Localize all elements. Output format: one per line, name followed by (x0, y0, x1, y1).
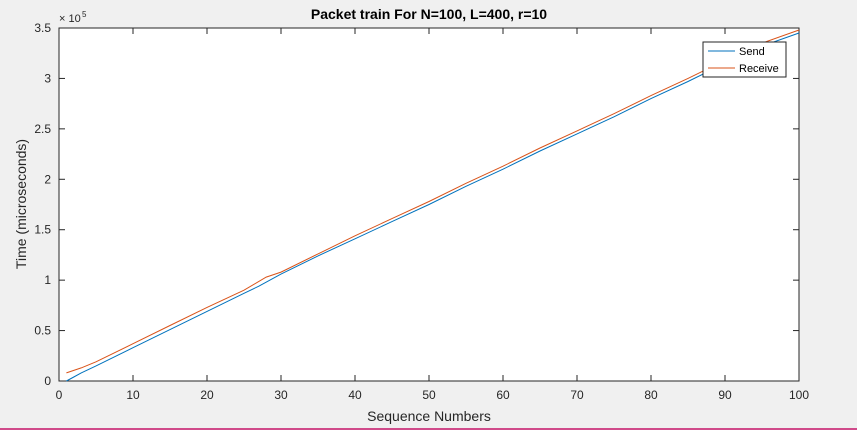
x-tick-label: 100 (789, 388, 809, 402)
x-axis-label: Sequence Numbers (367, 408, 491, 424)
legend-send-label: Send (739, 46, 765, 58)
legend-receive-label: Receive (739, 63, 779, 75)
x-tick-label: 30 (274, 388, 288, 402)
x-axis: 0 10 20 30 40 50 60 70 80 90 100 (56, 28, 809, 402)
x-tick-label: 70 (570, 388, 584, 402)
y-exponent: × 10 5 (59, 10, 87, 25)
y-tick-label: 1 (44, 273, 51, 287)
x-tick-label: 20 (200, 388, 214, 402)
window-bottom-border (0, 428, 857, 430)
x-tick-label: 80 (644, 388, 658, 402)
y-tick-label: 0 (44, 374, 51, 388)
series-line-receive (66, 29, 800, 374)
y-tick-label: 1.5 (34, 223, 51, 237)
y-tick-label: 3 (44, 71, 51, 85)
x-tick-label: 90 (718, 388, 732, 402)
y-tick-label: 2 (44, 172, 51, 186)
x-tick-label: 50 (422, 388, 436, 402)
y-axis: 0 0.5 1 1.5 2 2.5 3 3.5 (34, 21, 799, 388)
x-tick-label: 40 (348, 388, 362, 402)
legend: Send Receive (702, 41, 787, 78)
y-tick-label: 0.5 (34, 324, 51, 338)
series-line-send (66, 32, 800, 382)
x-tick-label: 10 (126, 388, 140, 402)
series-layer (66, 29, 800, 382)
y-axis-label: Time (microseconds) (13, 139, 29, 269)
y-exponent-power: 5 (82, 10, 87, 19)
y-tick-label: 2.5 (34, 122, 51, 136)
y-tick-label: 3.5 (34, 21, 51, 35)
y-exponent-base: × 10 (59, 13, 81, 25)
legend-box (702, 41, 787, 78)
x-tick-label: 0 (56, 388, 63, 402)
chart-title: Packet train For N=100, L=400, r=10 (311, 6, 547, 22)
x-tick-label: 60 (496, 388, 510, 402)
